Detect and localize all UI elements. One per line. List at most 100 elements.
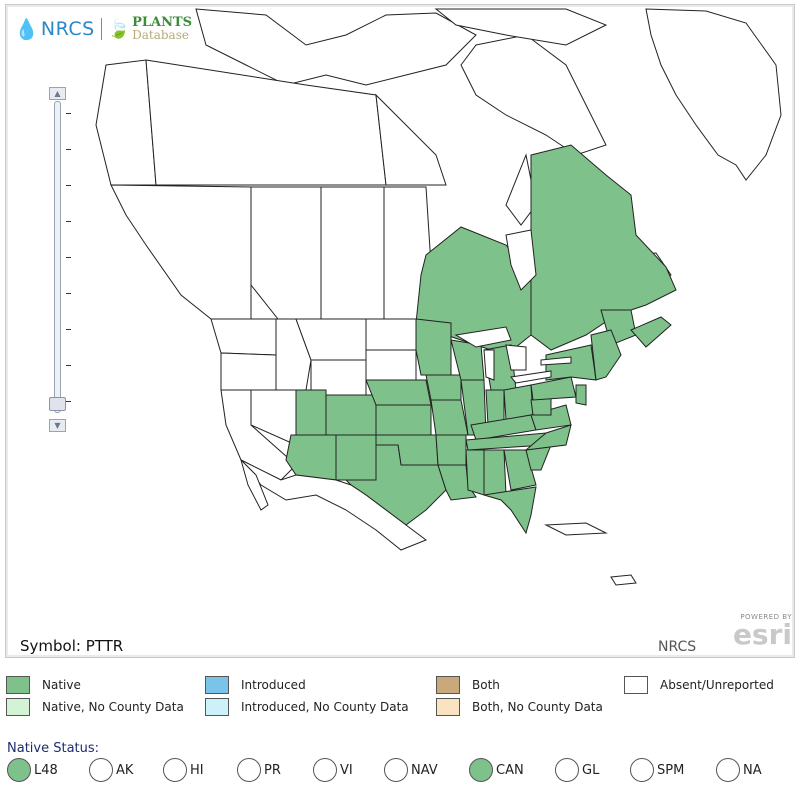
south-dakota xyxy=(365,349,417,381)
radio-circle[interactable] xyxy=(469,758,493,782)
radio-spm[interactable]: SPM xyxy=(630,758,684,782)
radio-circle[interactable] xyxy=(237,758,261,782)
radio-circle[interactable] xyxy=(7,758,31,782)
radio-circle[interactable] xyxy=(384,758,408,782)
radio-hi[interactable]: HI xyxy=(163,758,204,782)
zoom-track[interactable] xyxy=(54,101,61,413)
radio-label: NA xyxy=(743,762,762,778)
missouri xyxy=(430,399,469,436)
new-jersey xyxy=(575,384,587,406)
legend-swatch xyxy=(624,676,648,694)
radio-label: L48 xyxy=(34,762,58,778)
iowa xyxy=(425,374,462,401)
lake-erie xyxy=(510,370,552,384)
plants-word: PLANTS xyxy=(132,15,193,30)
radio-label: CAN xyxy=(496,762,524,778)
zoom-in-icon[interactable]: ▲ xyxy=(49,87,66,100)
zoom-tick xyxy=(66,329,71,330)
north-carolina xyxy=(524,424,572,451)
colorado xyxy=(325,394,377,436)
zoom-tick xyxy=(66,293,71,294)
zoom-tick xyxy=(66,365,71,366)
legend: Native Native, No County Data Introduced… xyxy=(6,674,796,722)
zoom-tick xyxy=(66,257,71,258)
zoom-out-icon[interactable]: ▼ xyxy=(49,419,66,432)
hispaniola xyxy=(610,574,637,586)
lake-huron xyxy=(505,344,527,371)
radio-circle[interactable] xyxy=(313,758,337,782)
lake-ontario xyxy=(540,356,572,366)
esri-logo[interactable]: POWERED BY esri xyxy=(714,613,792,655)
map-viewport[interactable]: 💧 NRCS 🍃 PLANTS Database ▲ ▼ Symbol: PTT… xyxy=(5,4,795,658)
legend-swatch xyxy=(6,676,30,694)
legend-swatch xyxy=(205,698,229,716)
virginia xyxy=(530,404,572,431)
radio-label: NAV xyxy=(411,762,438,778)
radio-circle[interactable] xyxy=(630,758,654,782)
water-drop-icon: 💧 xyxy=(14,17,39,41)
leaf-icon: 🍃 xyxy=(107,18,131,40)
radio-label: HI xyxy=(190,762,204,778)
mississippi xyxy=(465,449,485,496)
radio-pr[interactable]: PR xyxy=(237,758,281,782)
symbol-label: Symbol: PTTR xyxy=(20,637,124,655)
alberta xyxy=(250,186,322,320)
lake-superior xyxy=(454,326,512,348)
radio-circle[interactable] xyxy=(89,758,113,782)
legend-item-introduced-no-county: Introduced, No County Data xyxy=(205,698,409,716)
ellesmere xyxy=(434,8,608,46)
alabama xyxy=(483,449,507,496)
radio-gl[interactable]: GL xyxy=(555,758,599,782)
radio-nav[interactable]: NAV xyxy=(384,758,438,782)
zoom-tick xyxy=(66,113,71,114)
radio-circle[interactable] xyxy=(555,758,579,782)
zoom-tick xyxy=(66,401,71,402)
greenland xyxy=(645,8,782,181)
arkansas xyxy=(435,434,467,466)
legend-label: Absent/Unreported xyxy=(660,678,774,692)
new-england xyxy=(590,329,622,381)
legend-label: Both xyxy=(472,678,500,692)
powered-by-text: POWERED BY xyxy=(740,613,792,621)
radio-l48[interactable]: L48 xyxy=(7,758,58,782)
baffin-island xyxy=(460,34,607,156)
zoom-tick xyxy=(66,221,71,222)
zoom-tick xyxy=(66,185,71,186)
radio-vi[interactable]: VI xyxy=(313,758,353,782)
minnesota xyxy=(415,318,452,376)
legend-item-both-no-county: Both, No County Data xyxy=(436,698,603,716)
radio-circle[interactable] xyxy=(163,758,187,782)
radio-can[interactable]: CAN xyxy=(469,758,524,782)
zoom-slider[interactable]: ▲ ▼ xyxy=(46,87,71,433)
radio-label: SPM xyxy=(657,762,685,778)
map-credit: NRCS xyxy=(658,639,697,655)
esri-wordmark: esri xyxy=(732,618,792,651)
legend-item-both: Both xyxy=(436,676,500,694)
radio-na[interactable]: NA xyxy=(716,758,762,782)
radio-label: AK xyxy=(116,762,134,778)
zoom-thumb[interactable] xyxy=(49,397,66,411)
cuba xyxy=(544,522,608,536)
database-word: Database xyxy=(132,28,189,42)
pennsylvania xyxy=(530,376,577,401)
legend-label: Introduced, No County Data xyxy=(241,700,409,714)
lake-michigan xyxy=(483,349,495,381)
radio-ak[interactable]: AK xyxy=(89,758,133,782)
legend-label: Both, No County Data xyxy=(472,700,603,714)
legend-swatch xyxy=(6,698,30,716)
legend-swatch xyxy=(436,698,460,716)
radio-label: VI xyxy=(340,762,353,778)
nebraska xyxy=(365,379,432,406)
baja-california xyxy=(240,458,269,511)
radio-circle[interactable] xyxy=(716,758,740,782)
legend-label: Introduced xyxy=(241,678,306,692)
native-status-options: L48 AK HI PR VI NAV CAN GL SPM NA xyxy=(7,758,797,788)
kansas xyxy=(375,404,432,436)
radio-label: GL xyxy=(582,762,600,778)
plants-wordmark: PLANTS Database xyxy=(132,15,193,42)
legend-item-native: Native xyxy=(6,676,81,694)
nrcs-plants-logo[interactable]: 💧 NRCS 🍃 PLANTS Database xyxy=(14,15,193,42)
distribution-map[interactable] xyxy=(6,5,794,657)
louisiana xyxy=(437,464,477,501)
native-status-label: Native Status: xyxy=(7,741,100,756)
